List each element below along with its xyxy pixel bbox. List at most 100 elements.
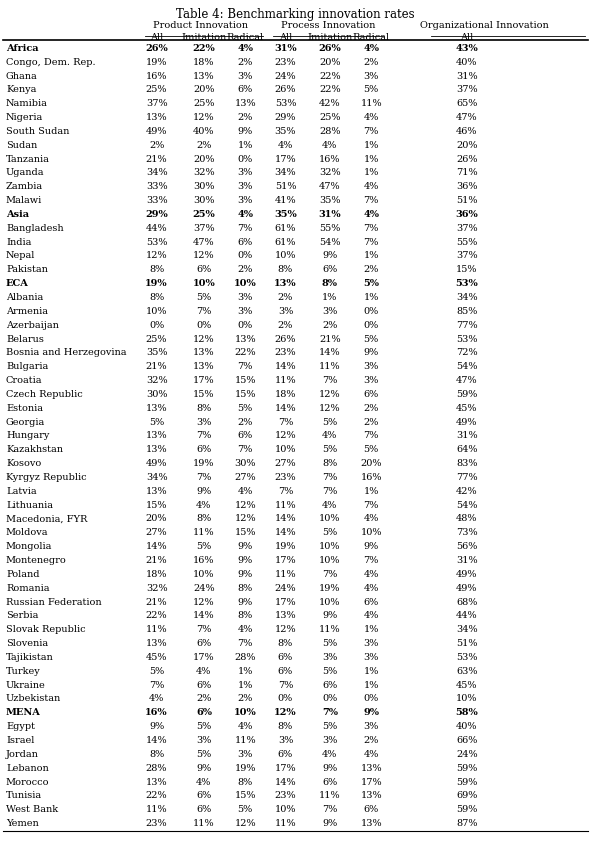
Text: 6%: 6% xyxy=(322,680,337,690)
Text: 28%: 28% xyxy=(146,764,167,773)
Text: 11%: 11% xyxy=(146,805,167,814)
Text: 2%: 2% xyxy=(278,293,293,302)
Text: 9%: 9% xyxy=(322,764,337,773)
Text: 7%: 7% xyxy=(196,626,212,634)
Text: 26%: 26% xyxy=(145,44,168,53)
Text: 4%: 4% xyxy=(363,44,379,53)
Text: 12%: 12% xyxy=(319,390,340,399)
Text: 7%: 7% xyxy=(363,432,379,440)
Text: 6%: 6% xyxy=(322,777,337,787)
Text: 11%: 11% xyxy=(193,529,215,537)
Text: Slovak Republic: Slovak Republic xyxy=(6,626,86,634)
Text: MENA: MENA xyxy=(6,708,41,717)
Text: 5%: 5% xyxy=(196,722,212,731)
Text: 4%: 4% xyxy=(238,486,253,496)
Text: 12%: 12% xyxy=(193,113,215,122)
Text: 8%: 8% xyxy=(278,722,293,731)
Text: 7%: 7% xyxy=(363,501,379,510)
Text: 2%: 2% xyxy=(149,141,164,150)
Text: 20%: 20% xyxy=(193,85,215,94)
Text: 7%: 7% xyxy=(278,680,293,690)
Text: 15%: 15% xyxy=(456,266,478,274)
Text: 36%: 36% xyxy=(456,210,478,219)
Text: Poland: Poland xyxy=(6,570,40,579)
Text: 12%: 12% xyxy=(193,251,215,260)
Text: 4%: 4% xyxy=(322,432,337,440)
Text: 51%: 51% xyxy=(275,182,296,191)
Text: 9%: 9% xyxy=(322,611,337,620)
Text: 1%: 1% xyxy=(363,667,379,676)
Text: 8%: 8% xyxy=(322,279,338,288)
Text: 4%: 4% xyxy=(149,695,164,703)
Text: 10%: 10% xyxy=(146,307,167,316)
Text: 11%: 11% xyxy=(275,501,296,510)
Text: 24%: 24% xyxy=(456,749,478,759)
Text: 20%: 20% xyxy=(193,154,215,164)
Text: 68%: 68% xyxy=(456,598,478,607)
Text: Moldova: Moldova xyxy=(6,529,48,537)
Text: 9%: 9% xyxy=(149,722,164,731)
Text: Africa: Africa xyxy=(6,44,38,53)
Text: 10%: 10% xyxy=(275,805,296,814)
Text: 3%: 3% xyxy=(363,362,379,371)
Text: 4%: 4% xyxy=(363,570,379,579)
Text: Albania: Albania xyxy=(6,293,43,302)
Text: 26%: 26% xyxy=(319,44,341,53)
Text: 59%: 59% xyxy=(456,805,478,814)
Text: Radical: Radical xyxy=(353,33,389,42)
Text: 8%: 8% xyxy=(238,777,253,787)
Text: 16%: 16% xyxy=(146,72,167,81)
Text: 45%: 45% xyxy=(146,653,167,662)
Text: 14%: 14% xyxy=(146,736,167,745)
Text: 9%: 9% xyxy=(322,819,337,828)
Text: Asia: Asia xyxy=(6,210,29,219)
Text: 4%: 4% xyxy=(363,514,379,524)
Text: 13%: 13% xyxy=(274,279,297,288)
Text: 1%: 1% xyxy=(363,169,379,177)
Text: 31%: 31% xyxy=(456,432,478,440)
Text: 4%: 4% xyxy=(196,667,212,676)
Text: 15%: 15% xyxy=(146,501,167,510)
Text: 12%: 12% xyxy=(319,404,340,413)
Text: 11%: 11% xyxy=(275,570,296,579)
Text: 24%: 24% xyxy=(193,583,215,593)
Text: 47%: 47% xyxy=(319,182,340,191)
Text: 12%: 12% xyxy=(274,708,297,717)
Text: 64%: 64% xyxy=(456,445,478,454)
Text: 22%: 22% xyxy=(193,44,215,53)
Text: 11%: 11% xyxy=(146,626,167,634)
Text: Kenya: Kenya xyxy=(6,85,36,94)
Text: 2%: 2% xyxy=(363,736,379,745)
Text: 12%: 12% xyxy=(235,501,256,510)
Text: 2%: 2% xyxy=(238,695,253,703)
Text: 29%: 29% xyxy=(145,210,168,219)
Text: 3%: 3% xyxy=(363,722,379,731)
Text: 83%: 83% xyxy=(456,459,478,468)
Text: 59%: 59% xyxy=(456,390,478,399)
Text: 16%: 16% xyxy=(361,473,382,482)
Text: 3%: 3% xyxy=(278,307,293,316)
Text: Morocco: Morocco xyxy=(6,777,50,787)
Text: 7%: 7% xyxy=(238,639,253,648)
Text: 56%: 56% xyxy=(456,542,478,551)
Text: 7%: 7% xyxy=(322,486,337,496)
Text: 2%: 2% xyxy=(363,417,379,427)
Text: 6%: 6% xyxy=(196,805,212,814)
Text: South Sudan: South Sudan xyxy=(6,127,69,136)
Text: 19%: 19% xyxy=(146,57,167,67)
Text: 4%: 4% xyxy=(238,722,253,731)
Text: Romania: Romania xyxy=(6,583,50,593)
Text: 13%: 13% xyxy=(146,404,167,413)
Text: 42%: 42% xyxy=(319,99,340,108)
Text: 3%: 3% xyxy=(238,169,253,177)
Text: 4%: 4% xyxy=(238,626,253,634)
Text: 4%: 4% xyxy=(196,501,212,510)
Text: 34%: 34% xyxy=(456,293,478,302)
Text: 65%: 65% xyxy=(456,99,478,108)
Text: 2%: 2% xyxy=(238,417,253,427)
Text: 14%: 14% xyxy=(275,777,296,787)
Text: 32%: 32% xyxy=(193,169,215,177)
Text: Bosnia and Herzegovina: Bosnia and Herzegovina xyxy=(6,348,126,357)
Text: 8%: 8% xyxy=(238,611,253,620)
Text: 7%: 7% xyxy=(363,127,379,136)
